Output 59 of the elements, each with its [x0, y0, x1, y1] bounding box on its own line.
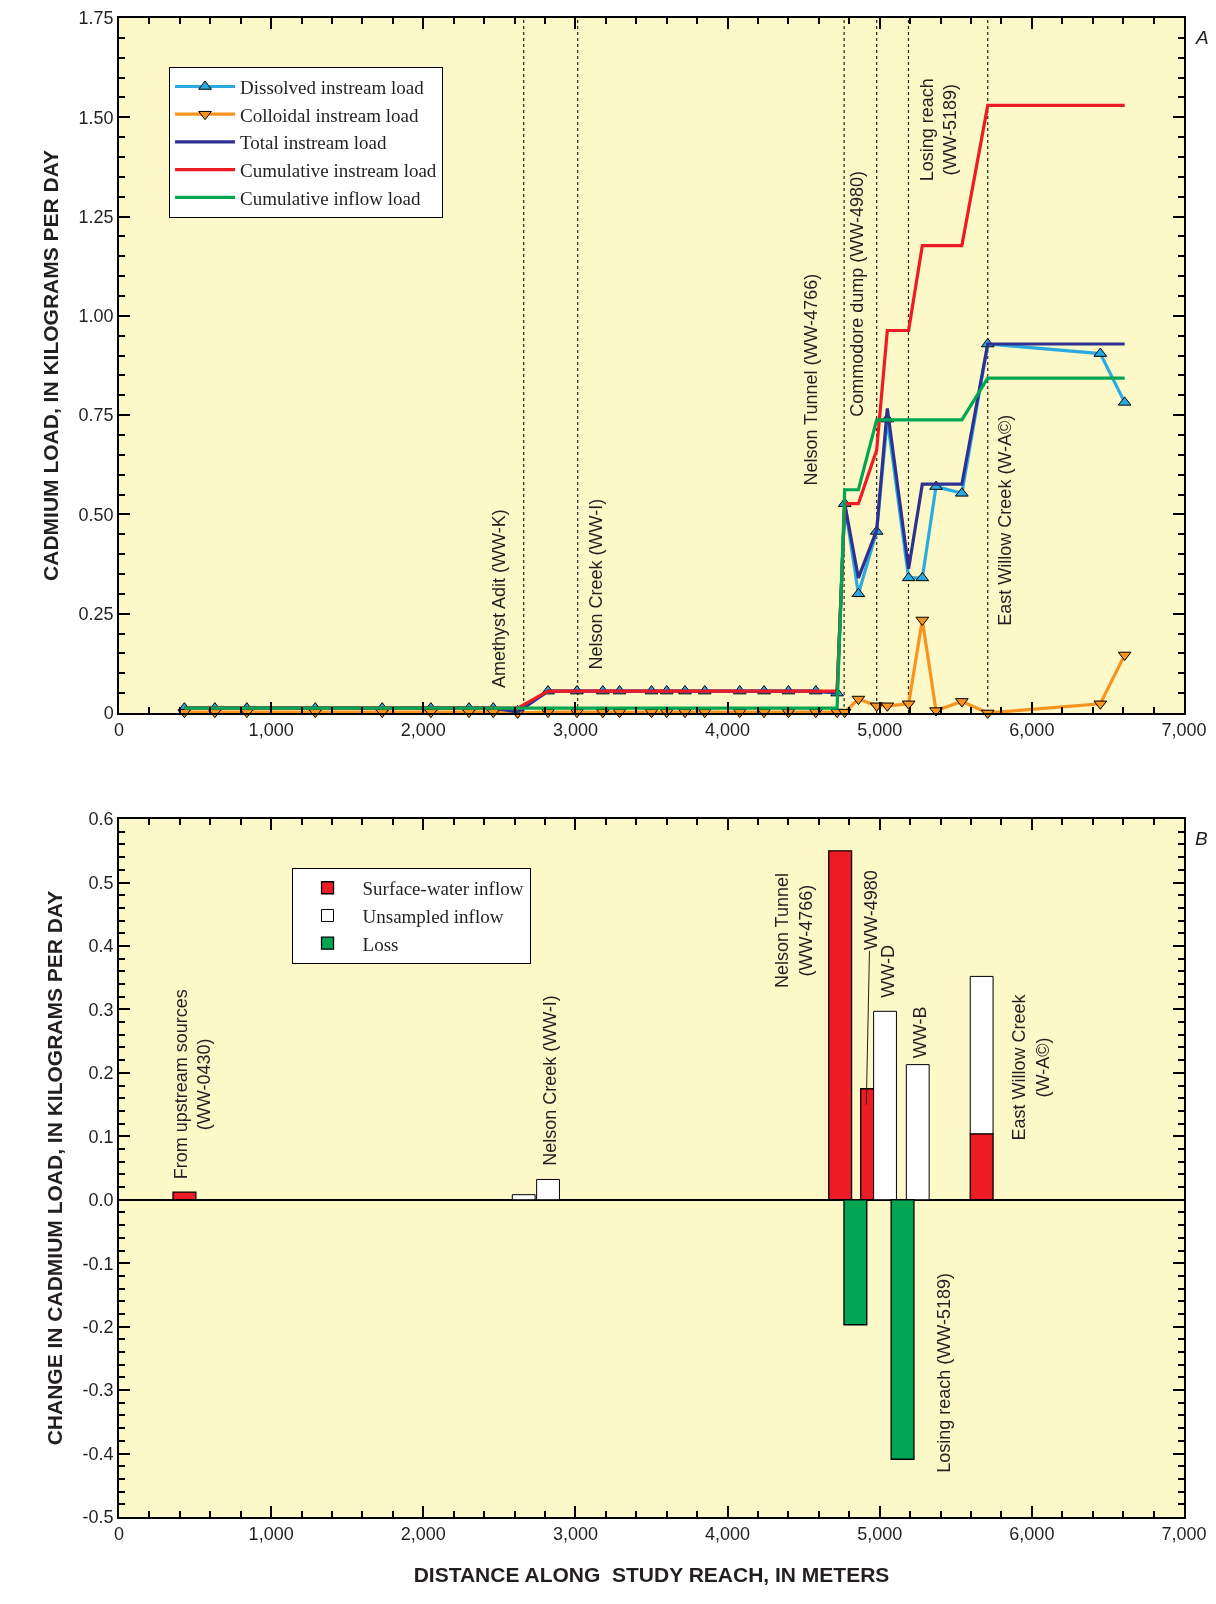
annotation: Nelson Tunnel (WW-4766) — [772, 873, 816, 989]
y-tick-label: 1.00 — [78, 306, 114, 327]
y-axis-title: CHANGE IN CADMIUM LOAD, IN KILOGRAMS PER DAY — [43, 890, 67, 1446]
y-tick-label: -0.1 — [82, 1253, 114, 1274]
annotation: Losing reach (WW-5189) — [916, 78, 960, 182]
annotation: Commodore dump (WW-4980) — [846, 170, 867, 417]
text: A — [1195, 27, 1209, 48]
x-tick-label: 4,000 — [705, 1524, 751, 1545]
x-tick-label: 7,000 — [1161, 1524, 1207, 1545]
x-tick-label: 5,000 — [857, 720, 903, 741]
x-tick-label: 7,000 — [1161, 720, 1207, 741]
y-tick-label: 1.75 — [78, 8, 114, 29]
x-tick-label: 1,000 — [248, 1524, 294, 1545]
x-tick-label: 3,000 — [552, 720, 598, 741]
legend-label: Unsampled inflow — [362, 905, 504, 927]
y-tick-label: -0.5 — [82, 1507, 114, 1528]
annotation: Nelson Tunnel (WW-4766) — [801, 273, 822, 486]
x-tick-label: 6,000 — [1009, 720, 1055, 741]
y-tick-label: 0.75 — [78, 405, 114, 426]
y-tick-label: -0.4 — [82, 1443, 114, 1464]
y-tick-label: -0.3 — [82, 1380, 114, 1401]
y-tick-label: 0.25 — [78, 603, 114, 624]
y-tick-label: 0.4 — [88, 936, 114, 957]
legend-label: Cumulative inflow load — [240, 187, 422, 209]
y-tick-label: 0.3 — [88, 999, 114, 1020]
annotation: East Willow Creek (W-A©) — [995, 414, 1016, 626]
y-tick-label: 0.2 — [88, 1063, 114, 1084]
x-tick-label: 1,000 — [248, 720, 294, 741]
legend-label: Cumulative instream load — [240, 160, 437, 182]
annotation: From upstream sources (WW-0430) — [170, 989, 215, 1180]
legend-label: Dissolved instream load — [240, 76, 425, 98]
annotation: Amethyst Adit (WW-K) — [489, 509, 510, 688]
y-tick-label: 0.6 — [88, 809, 114, 830]
y-tick-label: 0.0 — [88, 1190, 114, 1211]
y-tick-label: -0.2 — [82, 1316, 114, 1337]
y-tick-label: 0.50 — [78, 504, 114, 525]
y-axis-title: CADMIUM LOAD, IN KILOGRAMS PER DAY — [39, 150, 63, 581]
annotation: WW-B — [909, 1006, 930, 1059]
legend-label: Surface-water inflow — [362, 878, 524, 900]
x-tick-label: 4,000 — [705, 720, 751, 741]
x-axis-title: DISTANCE ALONG STUDY REACH, IN METERS — [413, 1563, 890, 1587]
annotation: East Willow Creek (W-A©) — [1009, 993, 1053, 1141]
annotation: Nelson Creek (WW-I) — [585, 498, 606, 670]
annotation: Losing reach (WW-5189) — [933, 1273, 954, 1473]
x-tick-label: 3,000 — [552, 1524, 598, 1545]
y-tick-label: 1.25 — [78, 206, 114, 227]
x-tick-label: 5,000 — [857, 1524, 903, 1545]
x-tick-label: 2,000 — [400, 720, 446, 741]
text: B — [1195, 828, 1208, 849]
annotation: Nelson Creek (WW-I) — [539, 995, 560, 1166]
y-tick-label: 0 — [103, 703, 114, 724]
y-tick-label: 1.50 — [78, 107, 114, 128]
y-tick-label: 0.5 — [88, 872, 114, 893]
x-tick-label: 6,000 — [1009, 1524, 1055, 1545]
legend-label: Total instream load — [240, 132, 387, 154]
y-tick-label: 0.1 — [88, 1126, 114, 1147]
legend-label: Colloidal instream load — [240, 104, 419, 126]
x-tick-label: 2,000 — [400, 1524, 446, 1545]
legend-label: Loss — [362, 933, 399, 955]
